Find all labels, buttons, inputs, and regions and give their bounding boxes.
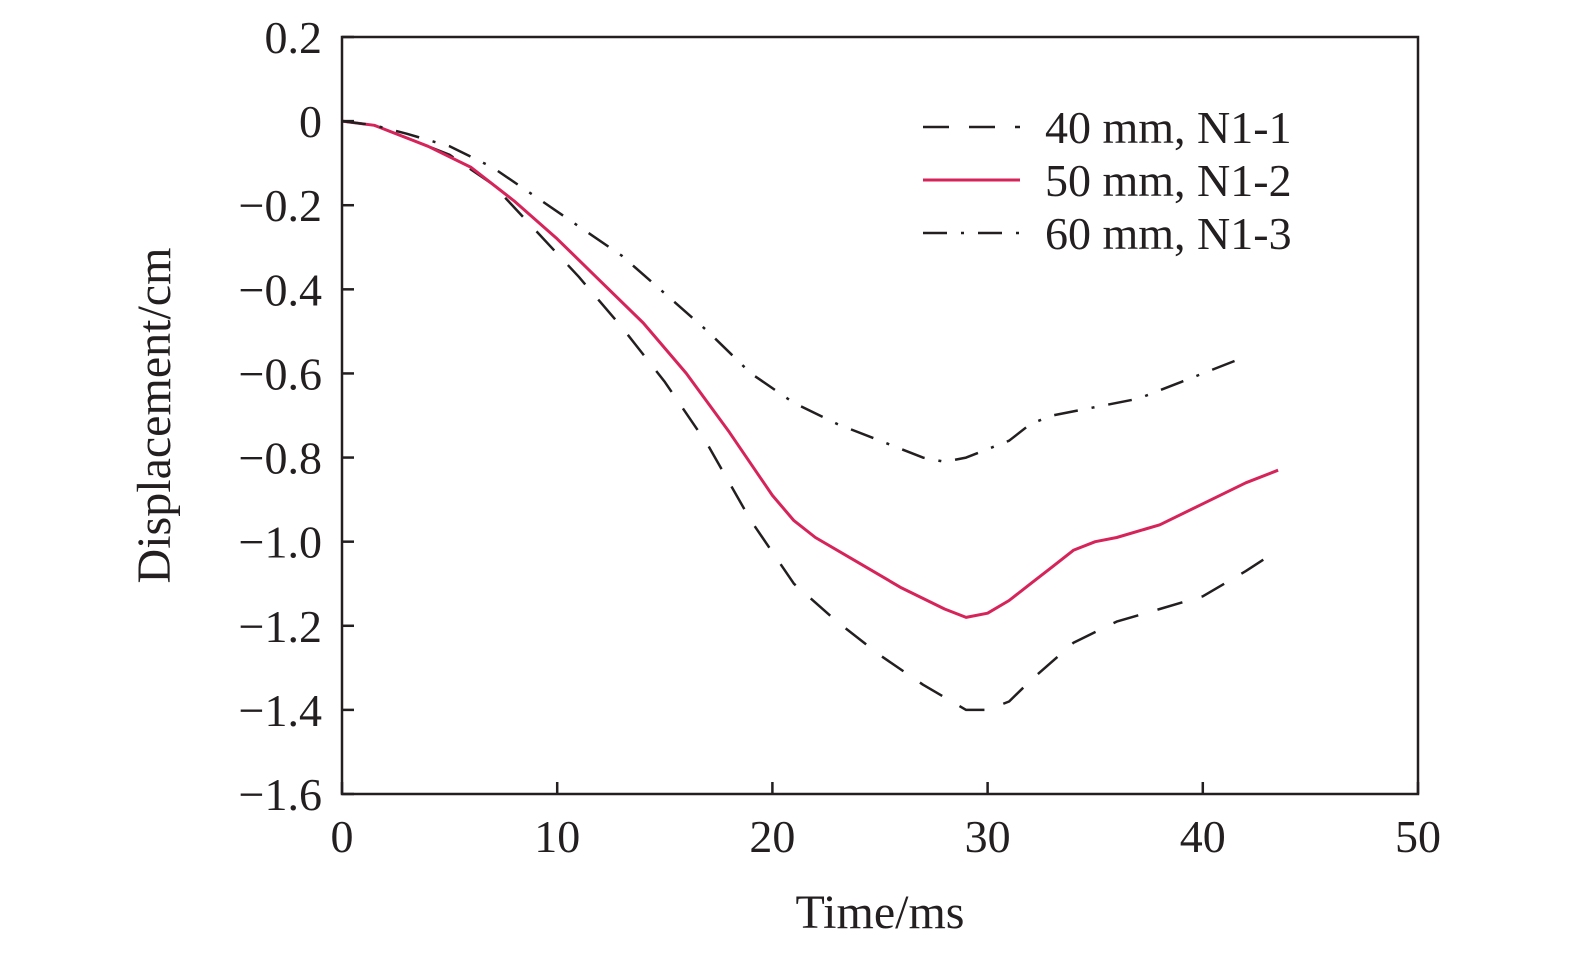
y-tick-label: −0.6 [239,348,322,399]
y-tick-label: −0.4 [239,264,322,315]
series-layer [341,119,1279,712]
series-line-2 [341,119,1279,619]
legend-label-3: 60 mm, N1-3 [1045,208,1292,259]
y-tick-label: −1.6 [239,769,322,820]
x-axis-ticks: 0 10 20 30 40 50 [331,782,1441,862]
y-tick-label: −1.2 [239,601,322,652]
legend-label-2: 50 mm, N1-2 [1045,155,1292,206]
y-tick-label: 0 [299,96,322,147]
x-axis-title: Time/ms [796,886,965,939]
legend: 40 mm, N1-150 mm, N1-260 mm, N1-3 [923,102,1292,259]
x-tick-label: 0 [331,811,354,862]
y-tick-label: 0.2 [265,12,323,63]
x-tick-label: 40 [1180,811,1226,862]
x-tick-label: 10 [534,811,580,862]
y-axis-title: Displacement/cm [128,248,181,584]
y-tick-label: −1.0 [239,517,322,568]
x-tick-label: 20 [749,811,795,862]
plot-frame [340,35,1420,796]
y-tick-label: −1.4 [239,685,322,736]
y-axis-ticks: 0.2 0 −0.2 −0.4 −0.6 −0.8 −1.0 −1.2 −1.4 −1.6 [239,12,354,820]
y-tick-label: −0.8 [239,433,322,484]
x-tick-label: 50 [1395,811,1441,862]
y-tick-label: −0.2 [239,180,322,231]
series-line-3 [341,119,1247,464]
legend-label-1: 40 mm, N1-1 [1045,102,1292,153]
x-tick-label: 30 [965,811,1011,862]
series-line-1 [341,119,1279,712]
